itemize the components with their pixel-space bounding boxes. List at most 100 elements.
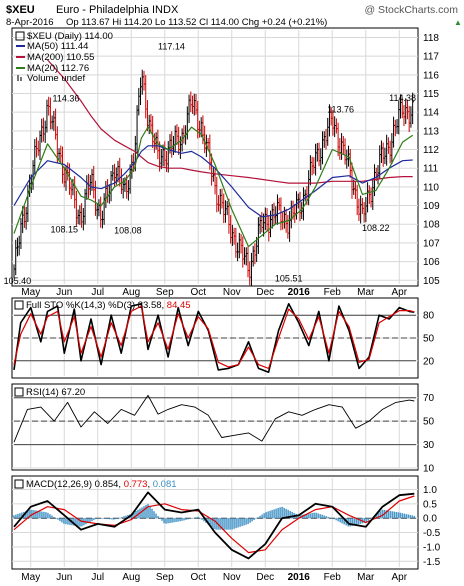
macd-hist-bar (35, 510, 37, 519)
macd-hist-bar (225, 518, 227, 530)
macd-hist-bar (303, 514, 305, 519)
macd-hist-bar (183, 518, 185, 521)
macd-hist-bar (233, 518, 235, 529)
x-tick-label: Oct (190, 287, 206, 298)
macd-hist-bar (147, 503, 149, 519)
macd-hist-bar (101, 518, 103, 519)
y-tick-label: 0.5 (423, 499, 437, 510)
x-tick-label: Nov (223, 287, 241, 298)
macd-hist-bar (343, 518, 345, 525)
price-legend: $XEU (Daily) 114.00 MA(50) 111.44 MA(200… (15, 31, 113, 84)
macd-hist-bar (119, 517, 121, 519)
sto-title: Full STO %K(14,3) %D(3) 83.58, 84.45 (26, 300, 191, 311)
volume-swatch (17, 75, 19, 81)
macd-hist-bar (323, 515, 325, 519)
macd-hist-bar (169, 518, 171, 524)
macd-hist-bar (41, 511, 43, 519)
macd-hist-bar (203, 518, 205, 522)
macd-hist-bar (85, 518, 87, 525)
macd-hist-bar (77, 518, 79, 527)
macd-hist-bar (91, 518, 93, 522)
x-tick-label: Nov (223, 572, 241, 583)
y-tick-label: 111 (423, 164, 439, 175)
macd-hist-bar (399, 512, 401, 519)
macd-hist-bar (111, 518, 113, 520)
macd-hist-bar (395, 511, 397, 519)
macd-hist-bar (209, 518, 211, 526)
x-tick-label: 2016 (288, 287, 311, 298)
macd-hist-bar (193, 517, 195, 519)
macd-hist-bar (287, 509, 289, 519)
macd-hist-bar (249, 518, 251, 523)
macd-hist-bar (311, 513, 313, 519)
macd-hist-bar (333, 518, 335, 520)
price-annotation: 105.40 (4, 276, 32, 286)
y-tick-label: 114 (423, 108, 439, 119)
macd-hist-bar (263, 513, 265, 519)
rsi-legend: RSI(14) 67.20 (14, 387, 85, 398)
macd-hist-bar (397, 512, 399, 519)
macd-hist-bar (97, 518, 99, 519)
macd-line (13, 491, 415, 560)
quote-line: Op 113.67 Hi 114.20 Lo 113.52 Cl 114.00 … (66, 17, 327, 28)
macd-hist-bar (197, 516, 199, 519)
price-annotation: 108.22 (362, 223, 390, 233)
macd-hist-bar (135, 510, 137, 519)
macd-hist-bar (405, 514, 407, 519)
macd-hist-bar (177, 518, 179, 522)
macd-hist-bar (319, 514, 321, 519)
macd-hist-bar (331, 518, 333, 519)
sto-legend-swatch (14, 300, 24, 310)
macd-hist-bar (117, 518, 119, 519)
macd-hist-bar (213, 518, 215, 530)
macd-hist-bar (403, 513, 405, 519)
macd-hist-bar (133, 512, 135, 519)
macd-hist-bar (99, 518, 101, 519)
change-arrow-icon: ▲ (454, 18, 462, 27)
macd-hist-bar (123, 516, 125, 519)
macd-hist-bar (215, 518, 217, 530)
macd-hist-bar (355, 518, 357, 525)
y-tick-label: 109 (423, 201, 440, 212)
y-tick-label: 70 (423, 393, 435, 404)
x-tick-label: Sep (156, 572, 174, 583)
macd-hist-bar (245, 518, 247, 525)
macd-hist-bar (179, 518, 181, 522)
macd-hist-bar (269, 510, 271, 519)
macd-hist-bar (219, 518, 221, 530)
macd-hist-bar (155, 513, 157, 519)
macd-hist-bar (221, 518, 223, 530)
macd-hist-bar (413, 515, 415, 519)
macd-hist-bar (385, 510, 387, 519)
y-tick-label: 30 (423, 440, 435, 451)
macd-hist-bar (51, 515, 53, 519)
ma50-label: MA(50) 111.44 (27, 41, 88, 52)
macd-hist-bar (391, 511, 393, 519)
macd-hist-bar (59, 518, 61, 522)
macd-hist-bar (207, 518, 209, 525)
x-tick-label: Jun (56, 287, 72, 298)
macd-hist-bar (227, 518, 229, 530)
macd-hist-bar (327, 516, 329, 519)
macd-hist-bar (271, 510, 273, 519)
macd-hist-bar (265, 512, 267, 519)
macd-hist-bar (161, 518, 163, 521)
macd-hist-bar (367, 518, 369, 521)
macd-hist-bar (145, 504, 147, 519)
macd-hist-bar (185, 518, 187, 520)
macd-hist-bar (65, 518, 67, 525)
volume-swatch-2 (20, 77, 22, 81)
macd-hist-bar (363, 518, 365, 523)
x-tick-label: Feb (324, 287, 342, 298)
macd-hist-bar (163, 518, 165, 524)
macd-hist-bar (305, 514, 307, 519)
price-legend-swatch (15, 31, 25, 41)
macd-hist-bar (365, 518, 367, 523)
y-tick-label: 117 (423, 52, 439, 63)
macd-hist-bar (165, 518, 167, 524)
macd-hist-bar (379, 511, 381, 519)
y-tick-label: 0.0 (423, 514, 437, 525)
macd-hist-bar (381, 509, 383, 519)
macd-hist-bar (335, 518, 337, 521)
